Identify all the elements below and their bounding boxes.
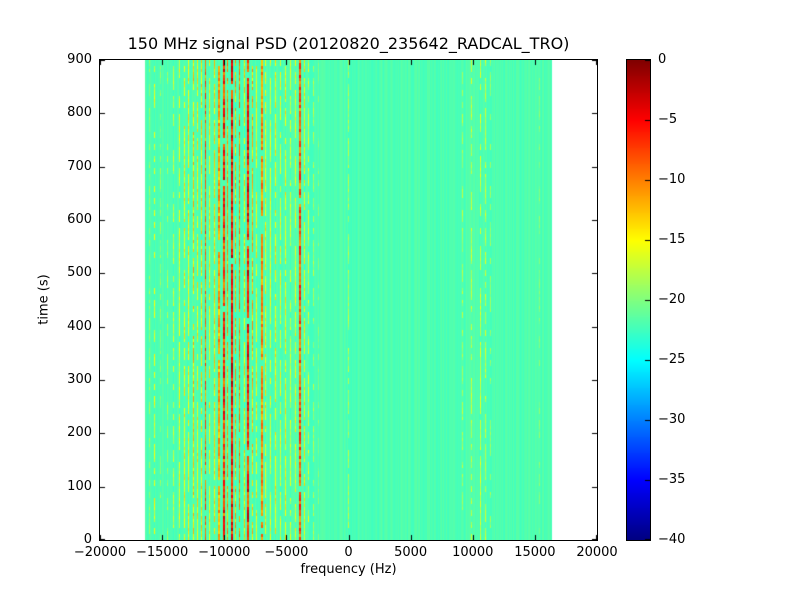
x-tick-label: 15000 (514, 545, 556, 560)
colorbar-tick-label: −20 (658, 292, 686, 307)
x-axis-label: frequency (Hz) (300, 562, 397, 577)
colorbar-tick-label: 0 (658, 52, 667, 67)
plot-title: 150 MHz signal PSD (20120820_235642_RADC… (127, 34, 570, 53)
colorbar-tick-label: −5 (658, 112, 678, 127)
y-tick-label: 200 (67, 425, 92, 441)
y-tick-label: 800 (67, 105, 92, 121)
colorbar-tick-label: −30 (658, 412, 686, 427)
x-tick-label: 10000 (452, 545, 494, 560)
y-axis-label: time (s) (36, 274, 52, 325)
heatmap-canvas (100, 60, 597, 540)
x-tick-label: −10000 (198, 545, 251, 560)
colorbar-tick-label: −10 (658, 172, 686, 187)
colorbar-tick-label: −25 (658, 352, 686, 367)
y-tick-label: 100 (67, 478, 92, 494)
colorbar-tick-label: −35 (658, 472, 686, 487)
colorbar (626, 59, 651, 541)
x-tick-label: 20000 (576, 545, 618, 560)
y-tick-label: 0 (83, 532, 92, 547)
x-tick-label: −20000 (73, 545, 127, 560)
y-tick-label: 400 (67, 318, 92, 334)
y-tick-label: 700 (67, 158, 92, 174)
y-tick-label: 600 (67, 212, 92, 227)
x-tick-label: −15000 (136, 545, 189, 560)
y-tick-label: 300 (67, 372, 92, 387)
x-tick-label: 0 (344, 545, 353, 560)
x-tick-label: 5000 (394, 545, 428, 560)
colorbar-tick-label: −40 (658, 532, 686, 547)
plot-area (99, 59, 598, 541)
x-tick-label: −5000 (264, 545, 309, 560)
colorbar-canvas (627, 60, 650, 540)
y-tick-label: 900 (67, 52, 92, 67)
colorbar-tick-label: −15 (658, 232, 686, 247)
y-tick-label: 500 (67, 265, 92, 281)
